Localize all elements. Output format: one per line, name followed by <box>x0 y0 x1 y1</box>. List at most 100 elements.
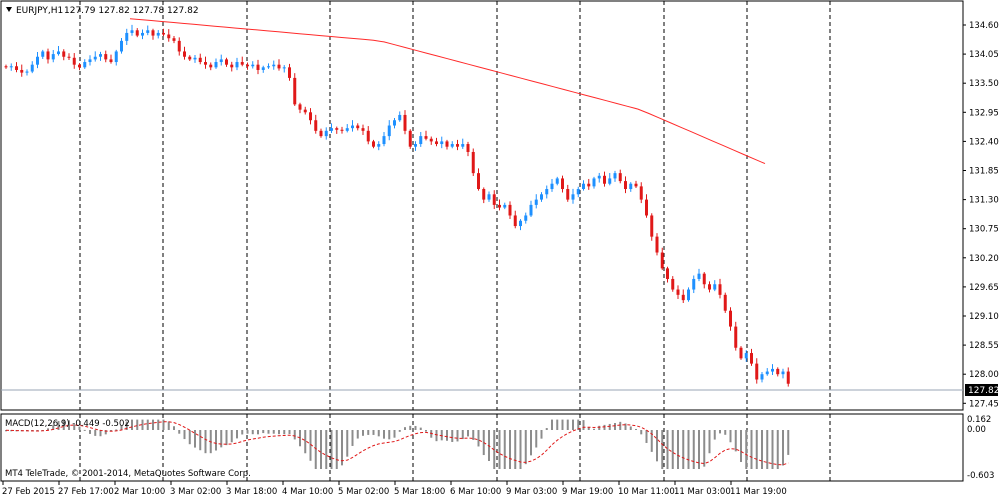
candle-body <box>135 30 139 36</box>
macd-bar <box>619 421 622 430</box>
macd-bar <box>509 430 511 469</box>
macd-bar <box>635 428 637 430</box>
candle-body <box>120 40 123 52</box>
macd-bar <box>572 419 574 430</box>
candle-body <box>487 194 491 200</box>
candle-body <box>303 109 307 113</box>
vertical-gridlines <box>79 1 831 481</box>
candle-body <box>776 368 780 375</box>
macd-bar <box>62 419 65 430</box>
candle-body <box>676 289 680 295</box>
candle-body <box>214 62 218 68</box>
macd-bar <box>152 419 154 430</box>
candle-body <box>524 215 528 221</box>
macd-bar <box>666 430 669 469</box>
macd-bar <box>220 430 223 448</box>
macd-bar <box>330 430 333 469</box>
macd-bar <box>204 430 207 454</box>
candle-body <box>503 204 507 208</box>
macd-bar <box>498 430 501 469</box>
macd-bar <box>320 430 322 469</box>
candle-body <box>618 173 622 182</box>
candle-body <box>78 64 81 68</box>
candle-body <box>230 64 234 68</box>
price-tick-label: 133.50 <box>969 79 999 89</box>
macd-bar <box>461 430 464 440</box>
candle-body <box>345 128 349 131</box>
candle-body <box>282 67 286 69</box>
candle-body <box>461 144 465 147</box>
candle-body <box>708 284 711 290</box>
macd-bar <box>78 426 81 430</box>
candle-body <box>786 371 790 384</box>
macd-bar <box>692 430 695 469</box>
candle-body <box>219 59 223 63</box>
macd-bar <box>341 430 343 466</box>
candle-body <box>734 326 738 348</box>
candle-body <box>760 374 764 380</box>
macd-bar <box>530 430 532 456</box>
candle-body <box>125 32 129 41</box>
candle-body <box>492 194 496 205</box>
candle-body <box>246 64 249 67</box>
candle-body <box>57 51 60 55</box>
candle-body <box>587 183 591 187</box>
candle-body <box>597 175 601 179</box>
candle-body <box>750 353 753 364</box>
macd-bar <box>650 430 653 452</box>
macd-bar <box>703 430 706 467</box>
candle-body <box>576 189 580 195</box>
candle-body <box>356 125 360 129</box>
macd-bar <box>614 423 616 430</box>
macd-bar <box>745 430 748 469</box>
candle-body <box>314 120 318 131</box>
macd-bar <box>708 430 711 454</box>
macd-bar <box>771 430 774 469</box>
candle-body <box>702 273 706 285</box>
macd-bar <box>561 419 564 430</box>
macd-bar <box>409 425 412 430</box>
candle-body <box>309 112 312 121</box>
candle-body <box>261 67 265 70</box>
macd-bar <box>577 419 580 430</box>
macd-bar <box>267 430 270 434</box>
symbol-header[interactable]: EURJPY,H1 127.79 127.82 127.78 127.82 <box>6 6 199 16</box>
candle-body <box>46 51 50 60</box>
candle-body <box>781 371 785 375</box>
macd-bar <box>398 430 401 432</box>
candle-body <box>4 66 8 68</box>
time-tick-label: 2 Mar 10:00 <box>114 487 165 496</box>
time-tick-label: 3 Mar 18:00 <box>226 487 277 496</box>
macd-bar <box>236 430 238 439</box>
candle-body <box>93 56 97 60</box>
candle-body <box>424 136 428 139</box>
macd-bar <box>629 426 632 430</box>
macd-bar <box>456 430 459 442</box>
macd-bar <box>225 430 228 446</box>
time-tick-label: 5 Mar 18:00 <box>394 487 445 496</box>
candle-body <box>361 128 365 131</box>
candle-body <box>319 130 323 137</box>
candle-body <box>193 57 197 60</box>
triangle-down-icon[interactable] <box>6 7 12 12</box>
macd-bar <box>94 430 97 436</box>
macd-bar <box>477 430 480 447</box>
macd-bar <box>304 430 307 454</box>
candle-body <box>114 51 118 63</box>
candle-body <box>372 141 375 147</box>
macd-bar <box>514 430 517 469</box>
candle-body <box>235 62 239 68</box>
macd-bar <box>740 430 742 462</box>
candle-body <box>67 56 71 58</box>
macd-bar <box>215 430 217 451</box>
macd-bar <box>377 430 380 437</box>
candle-body <box>429 138 433 142</box>
candle-body <box>692 278 696 290</box>
time-tick-label: 11 Mar 03:00 <box>674 487 731 496</box>
candle-body <box>729 310 732 327</box>
price-tick-label: 130.20 <box>969 254 999 264</box>
macd-bar <box>540 430 543 439</box>
macd-bar <box>393 430 396 438</box>
candle-body <box>41 51 45 57</box>
